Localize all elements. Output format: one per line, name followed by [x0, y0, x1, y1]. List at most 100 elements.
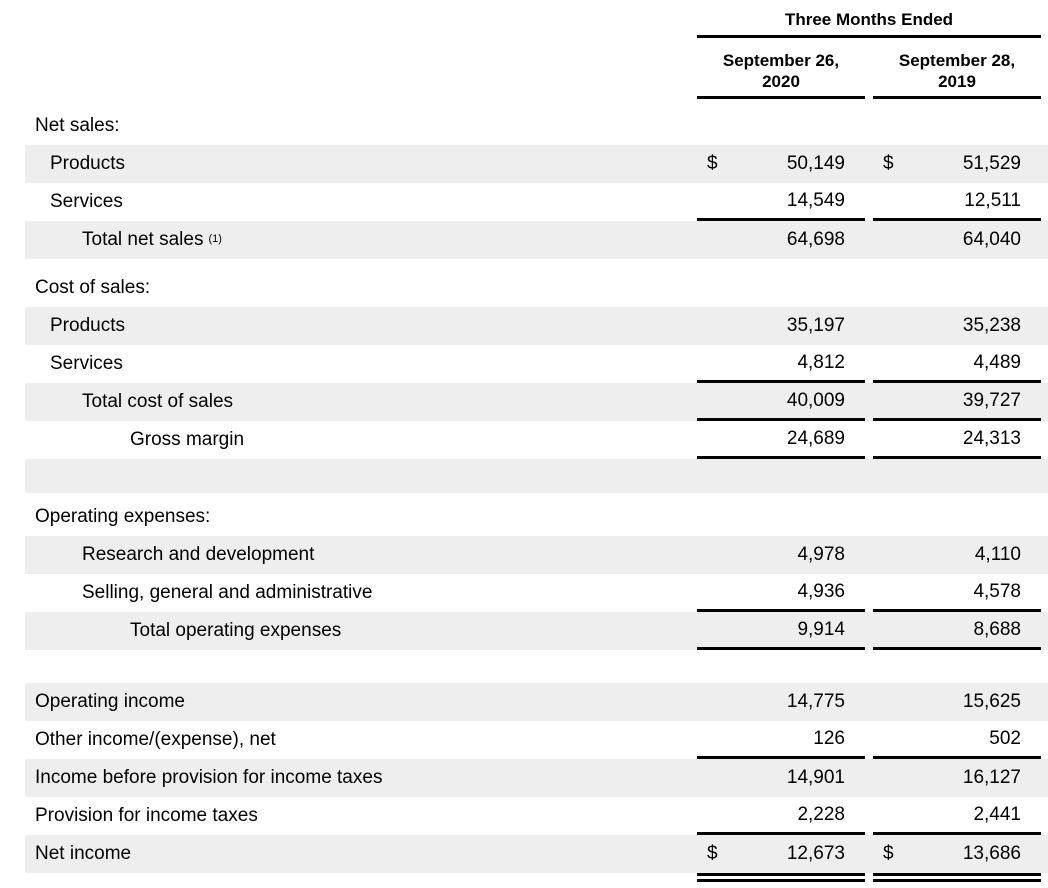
- table-row: Provision for income taxes 2,228 2,441: [25, 797, 1048, 835]
- value-cell-2019: 15,625: [873, 683, 1041, 721]
- table-row: Total operating expenses 9,914 8,688: [25, 612, 1048, 650]
- value-cell-2019: 64,040: [873, 221, 1041, 259]
- row-label: Products: [50, 153, 125, 174]
- row-label-cell: Services: [25, 183, 697, 221]
- value-2020: 4,936: [797, 580, 845, 602]
- row-label-cell: Cost of sales:: [25, 269, 697, 307]
- header-left-spacer: [0, 10, 697, 38]
- value-cell-2019: 24,313: [873, 421, 1041, 459]
- table-body: Net sales: Products $ 50,149 $ 51,529 Se…: [0, 107, 1048, 882]
- table-row: Net income $ 12,673 $ 13,686: [25, 835, 1048, 873]
- row-label-cell: Other income/(expense), net: [25, 721, 697, 759]
- value-cell-2020: $ 50,149: [697, 145, 865, 183]
- value-cell-2019: 35,238: [873, 307, 1041, 345]
- period-header: Three Months Ended: [697, 10, 1041, 38]
- column-gap: [865, 269, 873, 307]
- value-2020: 40,009: [786, 389, 845, 411]
- blank-shaded-row: [25, 459, 1048, 493]
- value-cell-2019: 502: [873, 721, 1041, 759]
- column-gap: [865, 873, 873, 882]
- value-2020: 2,228: [797, 803, 845, 825]
- row-label: Research and development: [82, 544, 315, 565]
- row-right-pad: [1041, 536, 1048, 574]
- value-cell-2020: [697, 269, 865, 307]
- value-2019: 35,238: [962, 315, 1021, 336]
- value-cell-2019: 4,578: [873, 574, 1041, 612]
- row-right-pad: [1041, 498, 1048, 536]
- column-gap: [865, 383, 873, 421]
- value-2020: 126: [813, 727, 845, 749]
- value-cell-2019: [873, 269, 1041, 307]
- table-row: Products $ 50,149 $ 51,529: [25, 145, 1048, 183]
- row-label-cell: Gross margin: [25, 421, 697, 459]
- value-cell-2019: 16,127: [873, 759, 1041, 797]
- value-2019: 12,511: [964, 189, 1021, 211]
- row-label: Income before provision for income taxes: [35, 767, 383, 788]
- row-label-cell: Income before provision for income taxes: [25, 759, 697, 797]
- value-cell-2020: 4,936: [697, 574, 865, 612]
- dollar-sign-2020: $: [707, 153, 718, 174]
- value-cell-2020: 24,689: [697, 421, 865, 459]
- value-cell-2019: 4,110: [873, 536, 1041, 574]
- value-cell-2019: 8,688: [873, 612, 1041, 650]
- column-gap: [865, 759, 873, 797]
- row-label: Total operating expenses: [130, 620, 342, 641]
- row-label-cell: Operating income: [25, 683, 697, 721]
- spacer-row: [0, 650, 1048, 683]
- column-header-2020-line2: 2020: [762, 72, 800, 91]
- row-right-pad: [1041, 183, 1048, 221]
- row-right-pad: [1041, 145, 1048, 183]
- row-right-pad: [1041, 574, 1048, 612]
- value-2020: 50,149: [786, 153, 845, 174]
- column-gap: [865, 835, 873, 873]
- column-gap: [865, 574, 873, 612]
- dollar-sign-2019: $: [883, 843, 894, 864]
- table-row: Net sales:: [25, 107, 1048, 145]
- spacer-row: [0, 259, 1048, 269]
- column-header-2020: September 26, 2020: [697, 50, 865, 99]
- row-label: Net income: [35, 843, 132, 864]
- row-right-pad: [1041, 345, 1048, 383]
- value-2019: 24,313: [962, 427, 1021, 449]
- table-row: Total net sales (1) 64,698 64,040: [25, 221, 1048, 259]
- column-gap: [865, 797, 873, 835]
- value-2020: 64,698: [786, 229, 845, 250]
- row-right-pad: [1041, 759, 1048, 797]
- value-cell-2019: $ 13,686: [873, 835, 1041, 873]
- value-cell-2020: 2,228: [697, 797, 865, 835]
- row-right-pad: [1041, 721, 1048, 759]
- value-cell-2020: 40,009: [697, 383, 865, 421]
- table-row: Total cost of sales 40,009 39,727: [25, 383, 1048, 421]
- column-gap: [865, 107, 873, 145]
- table-row: Services 4,812 4,489: [25, 345, 1048, 383]
- table-row: Products 35,197 35,238: [25, 307, 1048, 345]
- header-right-pad: [1041, 10, 1048, 38]
- value-2020: 14,549: [786, 189, 845, 211]
- value-cell-2019: [873, 873, 1041, 882]
- value-2020: 35,197: [786, 315, 845, 336]
- column-header-2019-line2: 2019: [938, 72, 976, 91]
- row-label: Operating income: [35, 691, 185, 712]
- value-cell-2020: $ 12,673: [697, 835, 865, 873]
- value-2020: 14,775: [786, 691, 845, 712]
- value-2020: 14,901: [786, 767, 845, 788]
- row-label-cell: Selling, general and administrative: [25, 574, 697, 612]
- value-2019: 8,688: [973, 618, 1021, 640]
- value-cell-2019: $ 51,529: [873, 145, 1041, 183]
- column-gap: [865, 683, 873, 721]
- row-label: Other income/(expense), net: [35, 729, 276, 750]
- row-right-pad: [1041, 107, 1048, 145]
- table-row: Income before provision for income taxes…: [25, 759, 1048, 797]
- row-label-cell: [25, 873, 697, 882]
- row-right-pad: [1041, 612, 1048, 650]
- row-label-cell: Net sales:: [25, 107, 697, 145]
- column-gap: [865, 307, 873, 345]
- column-gap: [865, 536, 873, 574]
- value-cell-2020: [697, 873, 865, 882]
- value-2019: 15,625: [962, 691, 1021, 712]
- row-right-pad: [1041, 683, 1048, 721]
- value-cell-2019: 4,489: [873, 345, 1041, 383]
- row-label: Gross margin: [130, 429, 245, 450]
- column-gap: [865, 50, 873, 99]
- row-label-cell: Products: [25, 145, 697, 183]
